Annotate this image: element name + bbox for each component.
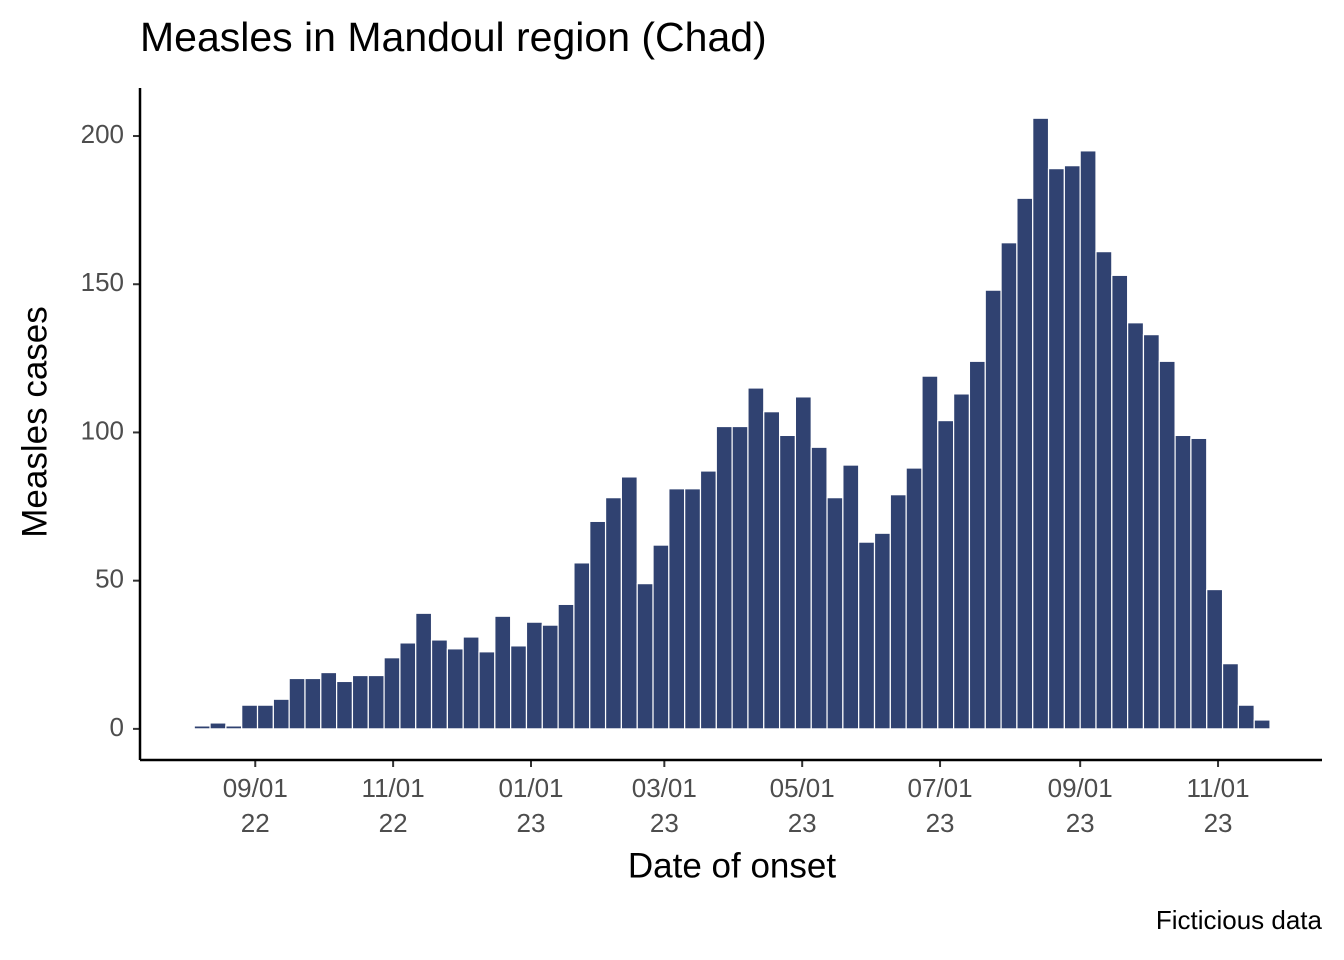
- x-tick-label: 01/01 23: [498, 773, 563, 838]
- chart-title: Measles in Mandoul region (Chad): [140, 14, 767, 60]
- bar: [1079, 150, 1097, 730]
- y-tick-label: 150: [81, 267, 124, 297]
- bar: [320, 671, 338, 730]
- bar: [510, 645, 528, 730]
- bar: [573, 562, 591, 730]
- bar: [731, 425, 749, 730]
- bar: [525, 621, 543, 730]
- bar: [810, 446, 828, 730]
- bar: [193, 725, 211, 730]
- bar: [1142, 334, 1160, 730]
- bar: [778, 434, 797, 730]
- bar: [256, 704, 274, 730]
- x-tick-label: 05/01 23: [770, 773, 835, 838]
- bar: [1158, 360, 1176, 730]
- bar: [699, 470, 717, 730]
- caption: Ficticious data: [1156, 905, 1323, 935]
- bar: [478, 651, 496, 730]
- bar: [399, 642, 417, 730]
- bar: [367, 674, 385, 730]
- bar: [1063, 165, 1081, 730]
- bar: [541, 624, 559, 730]
- bar: [415, 612, 433, 730]
- bar: [1237, 704, 1255, 730]
- bar: [1032, 117, 1050, 730]
- bar: [1253, 719, 1271, 730]
- bar: [889, 494, 907, 730]
- bar: [272, 698, 290, 730]
- bar: [288, 677, 306, 730]
- bar: [1095, 251, 1113, 730]
- bar: [1127, 322, 1145, 730]
- bar: [684, 488, 702, 730]
- bar: [968, 360, 986, 730]
- bar: [1111, 274, 1129, 730]
- bar: [446, 648, 464, 730]
- x-axis-label: Date of onset: [628, 846, 836, 885]
- bar: [858, 541, 876, 730]
- bar: [241, 704, 259, 730]
- bar: [905, 467, 923, 730]
- bar: [604, 497, 622, 730]
- bar: [715, 425, 733, 730]
- x-tick-label: 09/01 23: [1048, 773, 1113, 838]
- bar: [209, 722, 227, 730]
- y-tick-label: 200: [81, 119, 124, 149]
- bar: [304, 677, 322, 730]
- bar: [984, 289, 1002, 730]
- bar: [826, 497, 844, 730]
- bar: [351, 674, 369, 730]
- x-tick-label: 07/01 23: [908, 773, 973, 838]
- bar: [557, 603, 575, 730]
- bar: [383, 657, 401, 730]
- bar: [937, 419, 955, 730]
- bar: [668, 488, 686, 730]
- x-tick-label: 11/01 23: [1186, 773, 1249, 838]
- bar: [1206, 588, 1224, 730]
- bar: [1190, 437, 1208, 730]
- bar: [589, 520, 607, 730]
- bar: [1000, 242, 1018, 730]
- x-tick-label: 03/01 23: [632, 773, 697, 838]
- y-tick-label: 100: [81, 415, 124, 445]
- bar: [873, 532, 891, 730]
- y-tick-label: 0: [110, 712, 124, 742]
- bar: [1174, 434, 1192, 730]
- bar: [636, 583, 654, 730]
- bar: [225, 725, 243, 730]
- bar: [652, 544, 670, 730]
- bar: [763, 411, 781, 730]
- bar: [794, 396, 812, 730]
- y-tick-label: 50: [95, 564, 124, 594]
- bar: [620, 476, 638, 730]
- bar: [430, 639, 448, 730]
- x-tick-label: 11/01 22: [362, 773, 425, 838]
- bar: [842, 464, 860, 730]
- x-tick-label: 09/01 22: [223, 773, 288, 838]
- bar: [1221, 663, 1239, 730]
- bar: [747, 387, 765, 730]
- bar: [462, 636, 480, 730]
- bar: [1016, 197, 1034, 730]
- bar: [494, 615, 512, 730]
- bar: [921, 375, 939, 730]
- bar: [1047, 168, 1065, 730]
- y-axis-label: Measles cases: [15, 306, 54, 537]
- bar: [336, 680, 354, 730]
- bar: [953, 393, 971, 730]
